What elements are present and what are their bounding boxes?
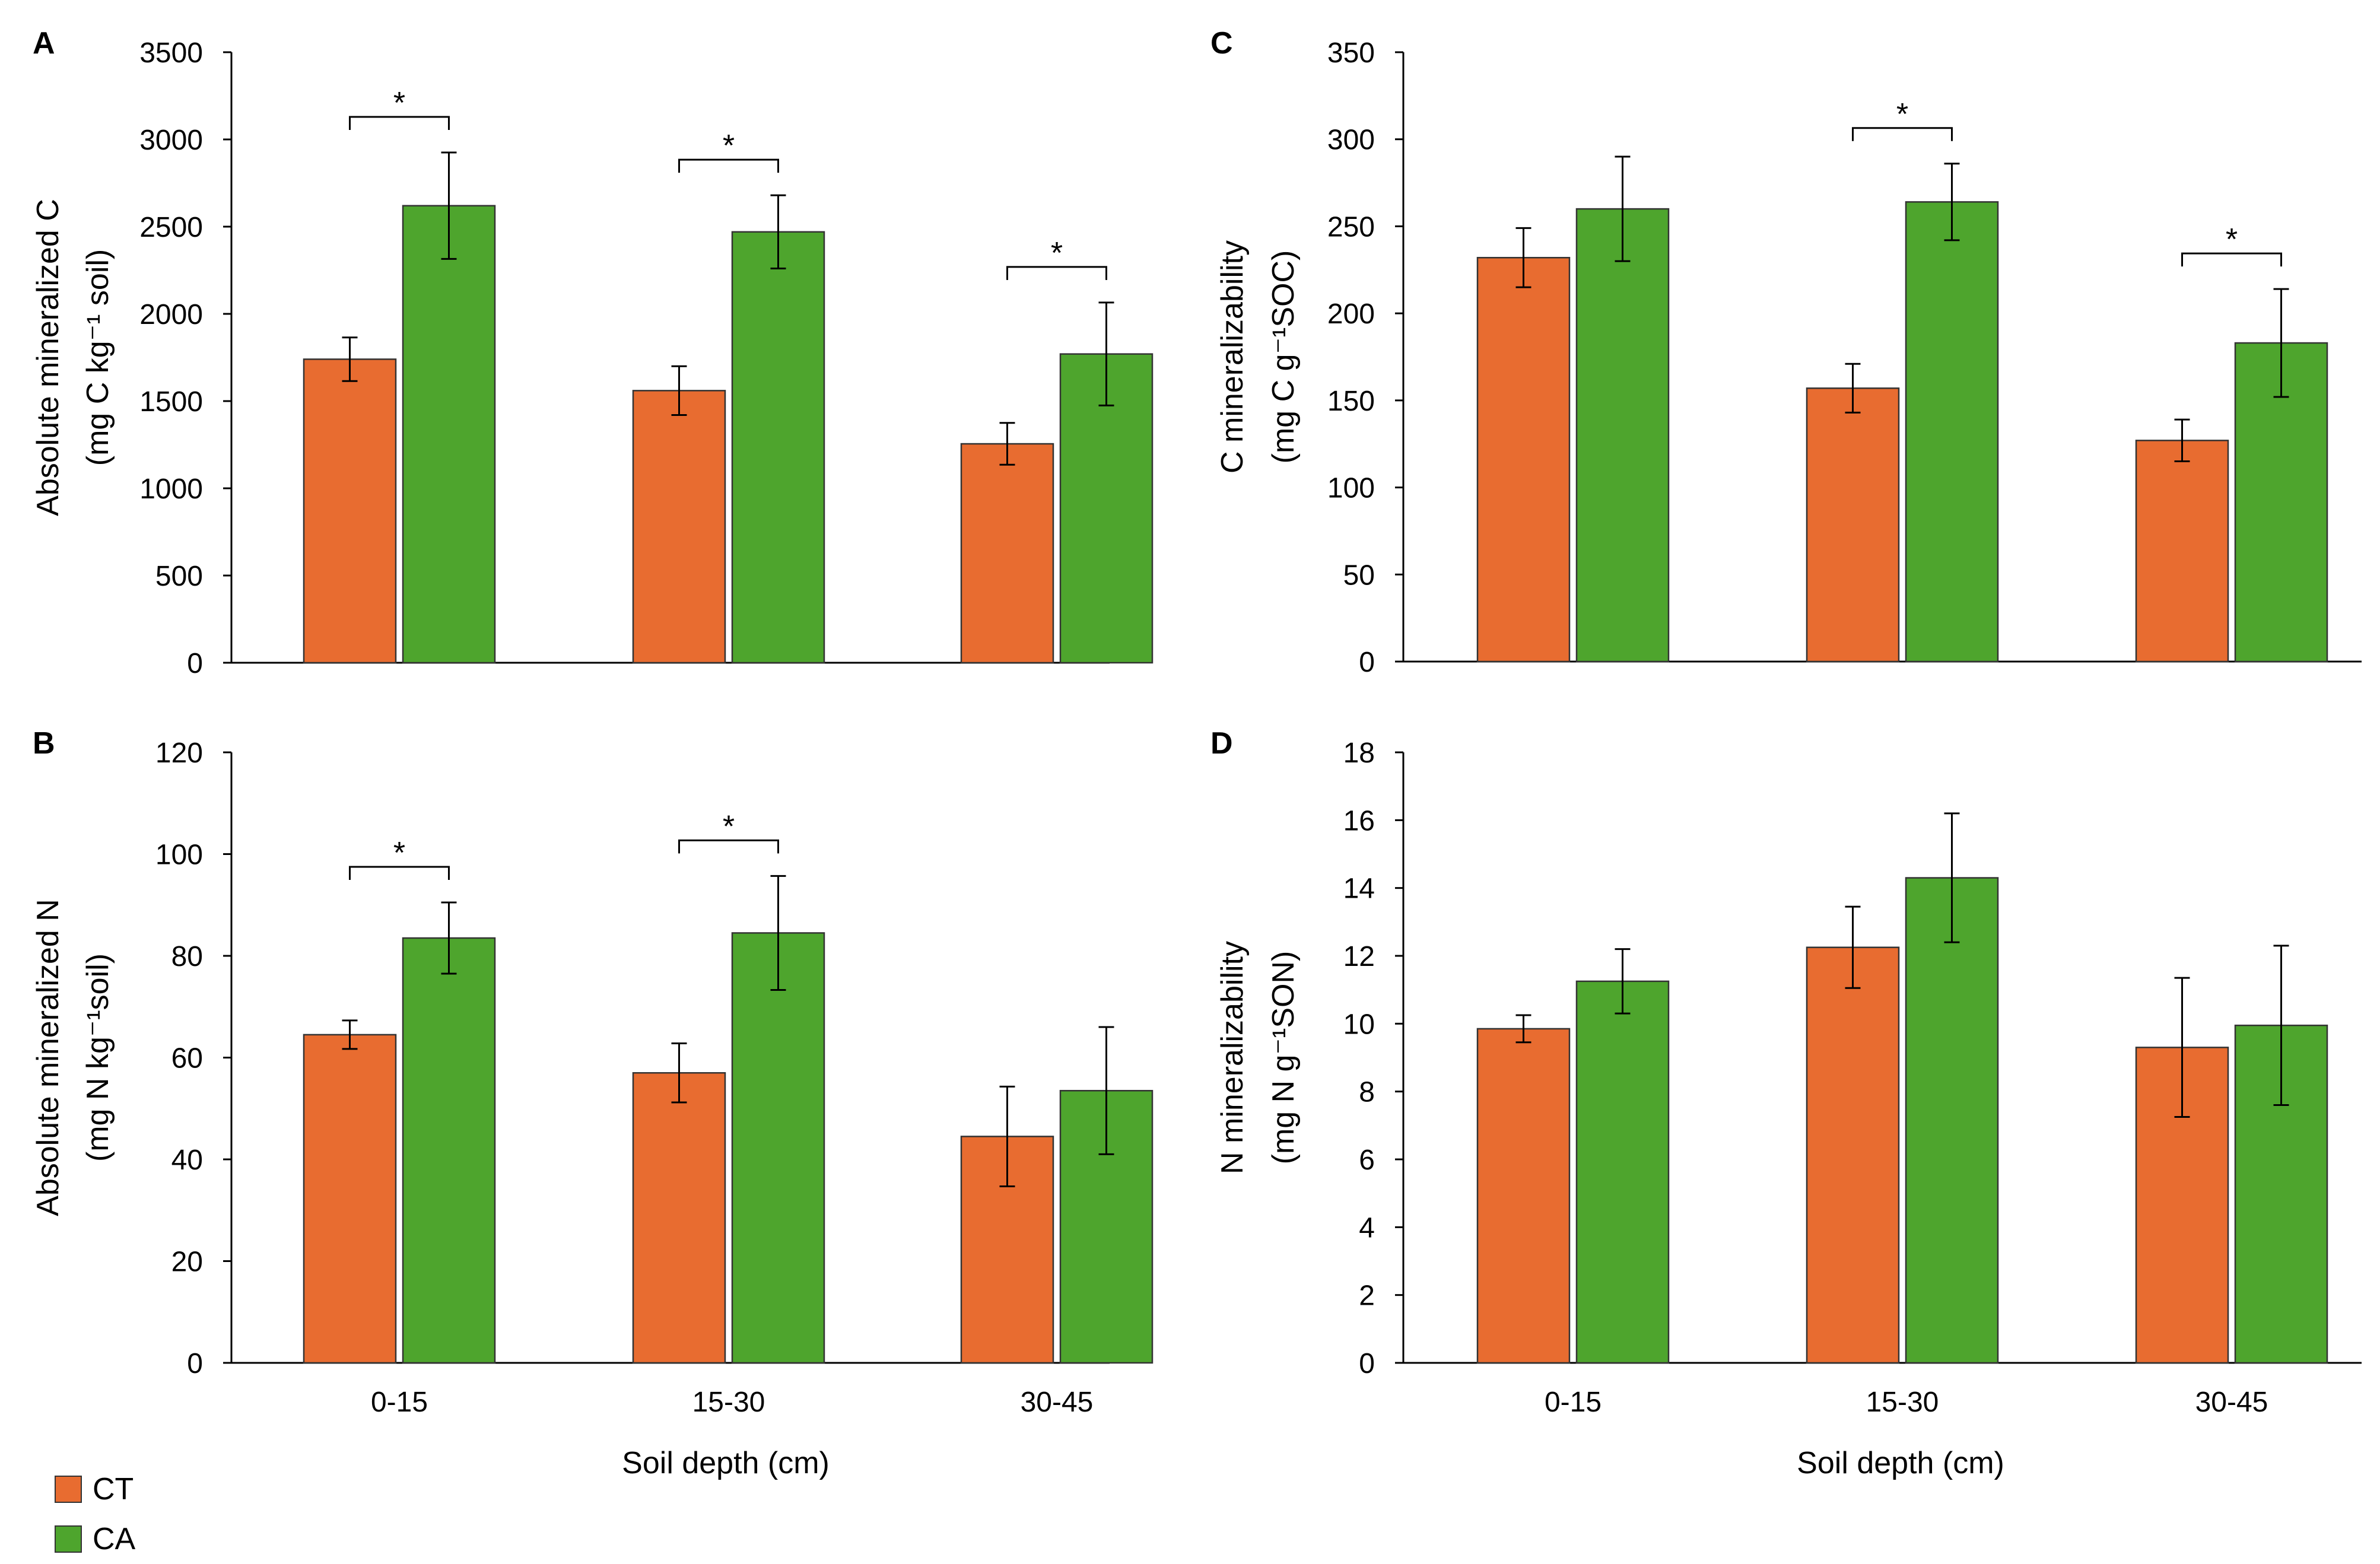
y-tick-label: 2 [1359,1280,1375,1312]
y-tick-label: 3000 [139,125,203,156]
y-tick-label: 100 [1327,473,1375,504]
panel-c: C 0 50 100 150 200 250 300 350 C mineralizability… [1210,26,2362,678]
x-axis-title-right: Soil depth (cm) [1797,1446,2004,1480]
y-tick-label: 0 [187,1348,203,1379]
significance-star: * [393,836,405,870]
bar-ct [960,443,1054,664]
y-tick-label: 16 [1343,805,1375,837]
legend: CT CA [55,1464,135,1564]
bar-ca [731,231,825,664]
significance-star: * [393,86,405,120]
significance-star: * [2226,222,2238,257]
panel-letter: C [1210,26,1233,61]
significance-star: * [723,809,735,844]
y-tick-label: 0 [1359,647,1375,678]
y-tick-label: 1500 [139,386,203,418]
panel-letter: D [1210,726,1233,761]
significance-bracket [1852,127,1953,141]
bar-ca [1575,980,1670,1364]
y-tick-label: 80 [171,941,203,972]
legend-swatch-ct [55,1476,82,1503]
y-axis-title-line1: C mineralizability [1215,240,1250,473]
y-tick-label: 2500 [139,212,203,243]
y-tick-label: 60 [171,1043,203,1075]
legend-swatch-ca [55,1525,82,1553]
y-tick-label: 18 [1343,738,1375,769]
significance-star: * [1896,97,1908,132]
y-axis-title-line2: (mg N g⁻¹SON) [1266,951,1301,1165]
y-tick-label: 1000 [139,473,203,505]
bar-ct [632,1072,726,1364]
y-tick-label: 4 [1359,1212,1375,1244]
significance-bracket [2181,252,2282,267]
y-axis-title-line1: N mineralizability [1215,941,1250,1174]
y-axis-title-line2: (mg C g⁻¹SOC) [1266,250,1301,464]
significance-bracket [678,839,779,854]
legend-label-ct: CT [93,1472,134,1506]
panel-a: A 0 500 1000 1500 2000 2500 3000 3500 Absolute mi… [31,26,1154,679]
significance-bracket [1006,266,1107,280]
y-tick-label: 350 [1327,37,1375,69]
panel-letter: A [33,26,55,61]
y-tick-label: 14 [1343,873,1375,905]
bar-ct [303,358,397,664]
legend-item-ct: CT [55,1464,135,1514]
bar-ca [731,932,825,1364]
bar-ca [1905,877,1999,1364]
y-tick-label: 50 [1343,560,1375,591]
y-tick-label: 250 [1327,211,1375,243]
y-tick-label: 500 [155,561,203,592]
y-axis-title-line2: (mg C kg⁻¹ soil) [81,249,115,466]
y-tick-label: 120 [155,738,203,769]
bar-ca [402,937,496,1364]
significance-star: * [1051,236,1063,271]
y-tick-label: 6 [1359,1145,1375,1176]
y-tick-label: 300 [1327,125,1375,156]
bar-ct [1806,387,1900,663]
y-tick-label: 3500 [139,37,203,69]
x-axis-title-left: Soil depth (cm) [622,1446,830,1480]
panel-d: D 0 2 4 6 8 10 12 14 16 18 N mineralizability (mg N … [1210,726,2362,1418]
bar-ct [1476,256,1571,663]
significance-star: * [723,129,735,163]
significance-bracket [349,116,450,131]
y-tick-label: 2000 [139,299,203,330]
significance-bracket [678,158,779,173]
y-tick-label: 10 [1343,1009,1375,1040]
x-tick-label: 15-30 [1866,1387,1939,1418]
panel-b: B 0 20 40 60 80 100 120 Absolute mineralized N (m… [31,726,1154,1418]
x-tick-label: 30-45 [2195,1387,2268,1418]
bar-ct [632,390,726,664]
bar-ct [1476,1028,1571,1364]
y-tick-label: 12 [1343,941,1375,972]
significance-bracket [349,866,450,880]
x-tick-label: 0-15 [1545,1387,1602,1418]
y-tick-label: 0 [187,648,203,679]
y-tick-label: 200 [1327,298,1375,330]
y-axis-title-line2: (mg N kg⁻¹soil) [81,953,115,1162]
legend-item-ca: CA [55,1514,135,1564]
bar-ct [2135,440,2229,663]
y-tick-label: 20 [171,1247,203,1278]
bar-ct [1806,946,1900,1364]
bar-ca [402,205,496,664]
y-tick-label: 40 [171,1145,203,1176]
bar-ct [303,1034,397,1364]
legend-label-ca: CA [93,1522,136,1556]
x-tick-label: 15-30 [692,1387,765,1418]
x-tick-label: 30-45 [1021,1387,1094,1418]
panel-letter: B [33,726,55,761]
y-tick-label: 0 [1359,1348,1375,1379]
y-tick-label: 150 [1327,386,1375,417]
bar-ca [1905,201,1999,663]
y-axis-title-line1: Absolute mineralized N [31,899,65,1216]
x-tick-label: 0-15 [371,1387,428,1418]
y-tick-label: 8 [1359,1077,1375,1108]
y-tick-label: 100 [155,840,203,871]
y-axis-title-line1: Absolute mineralized C [31,199,65,516]
bar-ca [1575,208,1670,663]
